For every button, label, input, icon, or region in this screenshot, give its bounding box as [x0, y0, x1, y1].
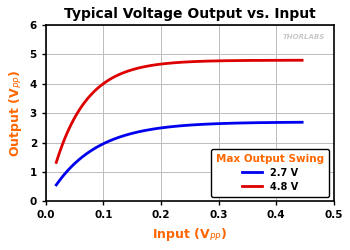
Legend: 2.7 V, 4.8 V: 2.7 V, 4.8 V [211, 149, 329, 196]
4.8 V [239, 59, 244, 62]
Line: 4.8 V: 4.8 V [56, 60, 302, 162]
Line: 2.7 V: 2.7 V [56, 122, 302, 185]
Title: Typical Voltage Output vs. Input: Typical Voltage Output vs. Input [64, 7, 316, 21]
4.8 V [218, 59, 223, 62]
4.8 V [117, 73, 121, 76]
4.8 V [300, 59, 304, 62]
4.8 V [54, 161, 58, 164]
4.8 V [98, 85, 102, 88]
2.7 V [218, 122, 223, 125]
2.7 V [166, 126, 170, 128]
Y-axis label: Output (V$_{PP}$): Output (V$_{PP}$) [7, 70, 24, 156]
2.7 V [117, 136, 121, 138]
2.7 V [199, 123, 203, 126]
4.8 V [199, 60, 203, 63]
X-axis label: Input (V$_{PP}$): Input (V$_{PP}$) [152, 226, 227, 243]
2.7 V [54, 184, 58, 186]
2.7 V [300, 121, 304, 124]
Text: THORLABS: THORLABS [283, 34, 325, 40]
2.7 V [98, 144, 102, 147]
2.7 V [239, 122, 244, 124]
4.8 V [166, 62, 170, 65]
